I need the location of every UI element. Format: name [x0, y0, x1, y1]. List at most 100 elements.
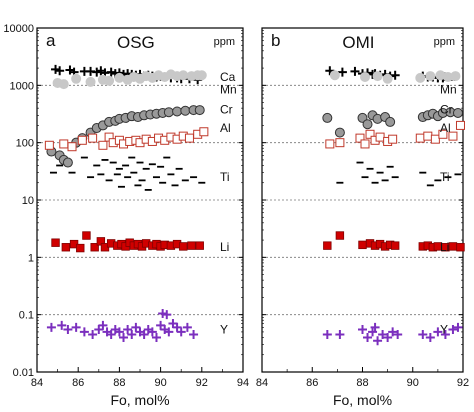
panel-title: OSG	[117, 33, 155, 52]
point-mn	[85, 76, 96, 87]
point-al	[415, 133, 425, 143]
panel-a: 0.01 0.1 1 10 100 1000 10000 84 86 88 90 92 94 Fo, mo…	[3, 23, 249, 408]
point-li	[195, 241, 204, 250]
point-y	[453, 322, 463, 332]
point-y	[378, 330, 388, 340]
y-tick-label: 10000	[3, 23, 34, 35]
point-y	[63, 325, 73, 335]
point-mn	[71, 73, 82, 84]
series-li: Li	[323, 231, 465, 254]
point-mn	[196, 70, 207, 81]
point-y	[448, 325, 458, 335]
point-cr	[385, 116, 396, 127]
point-y	[57, 320, 67, 330]
series-label-y: Y	[440, 323, 448, 337]
point-mn	[329, 70, 340, 81]
series-label-ti: Ti	[220, 170, 230, 184]
point-cr	[452, 107, 463, 118]
point-cr	[163, 107, 174, 118]
point-ca	[106, 67, 116, 77]
point-mn	[58, 79, 69, 90]
point-al	[325, 139, 335, 149]
point-al	[335, 138, 345, 148]
point-mn	[104, 75, 115, 86]
point-y	[322, 330, 332, 340]
point-al	[77, 135, 87, 145]
point-ca	[350, 66, 360, 76]
point-y	[151, 332, 161, 342]
series-label-al: Al	[440, 121, 451, 135]
x-axis-label: Fo, mol%	[110, 392, 169, 408]
point-y	[373, 336, 383, 346]
point-li	[76, 243, 85, 253]
point-cr	[322, 112, 333, 123]
series-label-y: Y	[220, 323, 228, 337]
point-li	[448, 242, 458, 251]
point-y	[114, 327, 124, 337]
point-y	[158, 308, 168, 318]
point-y	[388, 327, 398, 337]
point-li	[179, 242, 188, 251]
x-tick-label: 92	[457, 377, 469, 389]
point-li	[456, 243, 465, 252]
point-y	[156, 320, 166, 330]
point-al	[388, 134, 398, 144]
y-tick-label: 1	[28, 252, 34, 264]
series-al: Al	[325, 120, 465, 149]
unit-label: ppm	[434, 36, 455, 48]
point-al	[430, 134, 440, 144]
y-tick-label: 10	[22, 195, 34, 207]
point-cr	[362, 119, 373, 130]
point-y	[71, 322, 81, 332]
point-al	[184, 133, 194, 143]
point-y	[335, 330, 345, 340]
point-li	[390, 241, 400, 250]
x-tick-label: 86	[306, 377, 318, 389]
point-cr	[180, 105, 191, 116]
x-axis-label: Fo, mol%	[333, 392, 392, 408]
x-tick-label: 88	[113, 377, 125, 389]
point-al	[98, 140, 108, 150]
x-tick-label: 86	[72, 377, 84, 389]
point-y	[123, 325, 133, 335]
point-li	[61, 243, 71, 252]
x-tick-label: 94	[237, 377, 249, 389]
series-label-ti: Ti	[440, 170, 450, 184]
point-y	[147, 327, 157, 337]
panel-letter: b	[271, 31, 280, 50]
point-ca	[51, 64, 61, 74]
point-al	[67, 142, 77, 152]
point-mn	[114, 72, 125, 83]
series-label-cr: Cr	[440, 102, 453, 116]
series-cr: Cr	[322, 102, 463, 138]
point-mn	[372, 71, 383, 82]
point-ca	[390, 70, 400, 80]
point-y	[182, 322, 192, 332]
point-al	[455, 120, 465, 130]
point-y	[383, 332, 393, 342]
point-y	[98, 320, 108, 330]
point-al	[360, 139, 370, 149]
point-li	[358, 240, 367, 250]
series-label-al: Al	[220, 121, 231, 135]
point-al	[199, 127, 209, 137]
point-y	[46, 322, 56, 332]
point-ca	[337, 67, 347, 77]
point-li	[90, 243, 99, 252]
point-li	[51, 238, 60, 247]
point-y	[425, 332, 435, 342]
series-mn: Mn	[52, 69, 237, 96]
point-y	[176, 327, 186, 337]
point-y	[418, 330, 428, 340]
series-label-mn: Mn	[440, 82, 457, 96]
x-tick-label: 90	[154, 377, 166, 389]
point-ca	[92, 67, 102, 77]
point-y	[106, 330, 116, 340]
point-li	[323, 241, 332, 250]
point-cr	[62, 157, 73, 168]
point-y	[189, 330, 199, 340]
point-al	[448, 131, 458, 141]
point-al	[59, 139, 69, 149]
point-cr	[194, 105, 205, 116]
